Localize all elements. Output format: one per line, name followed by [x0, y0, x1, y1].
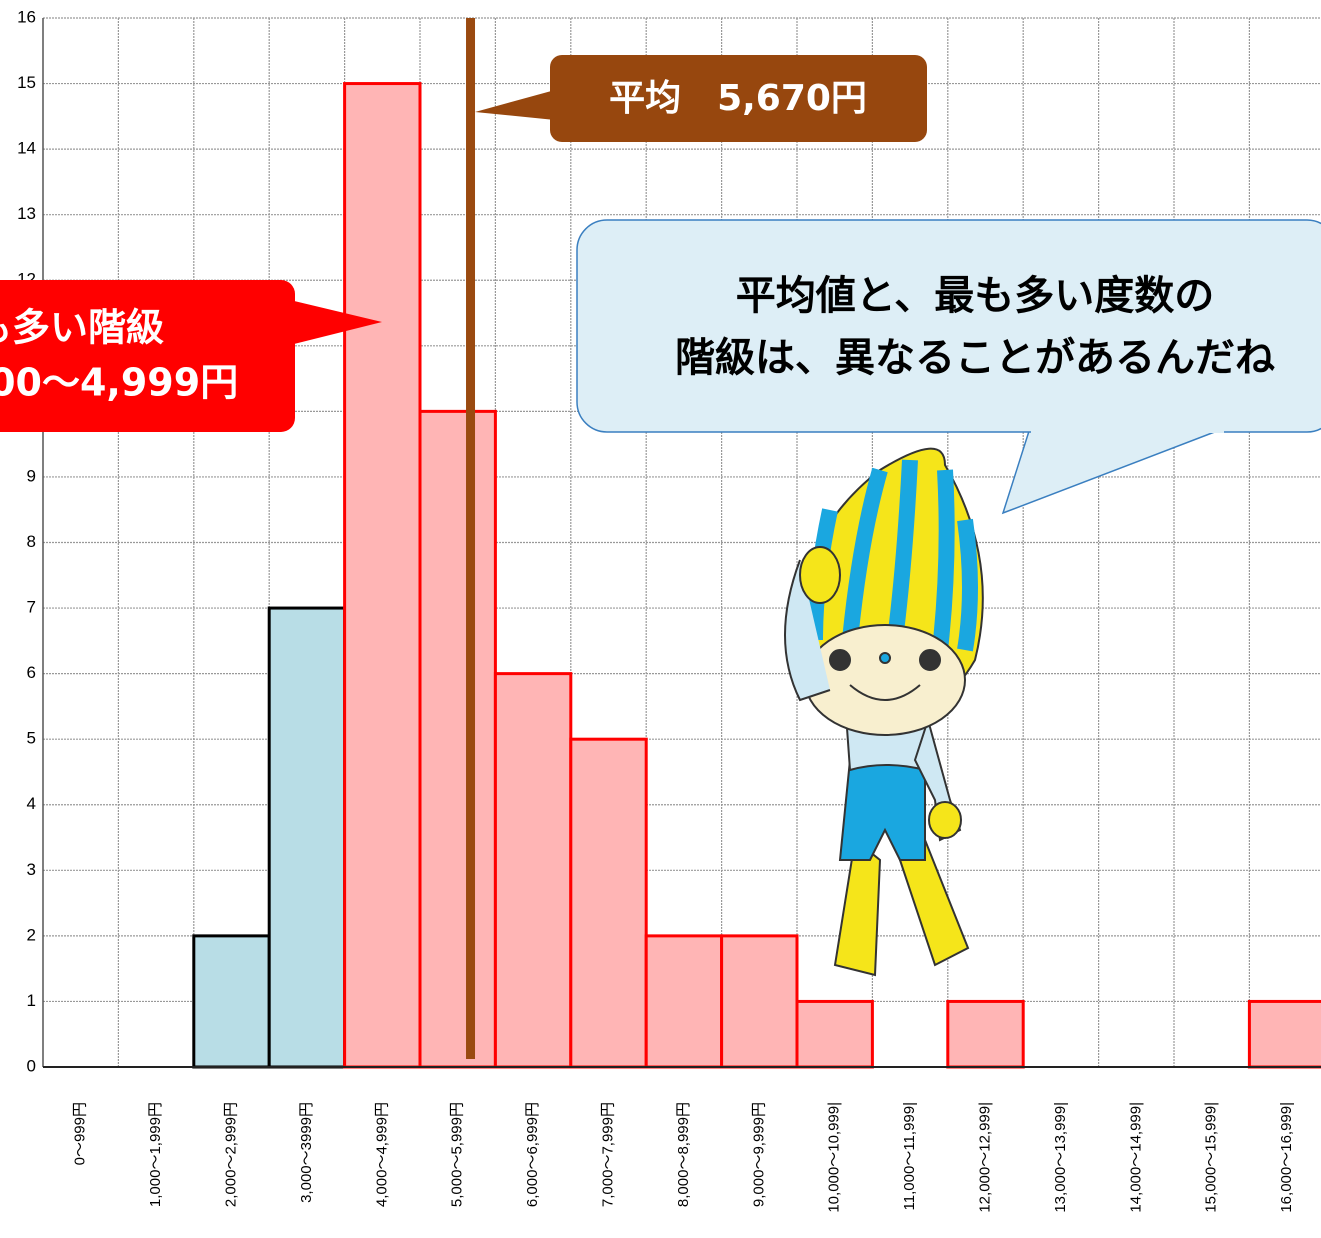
y-tick-label: 0 [27, 1056, 36, 1075]
x-tick-label: 9,000～9,999円 [750, 1102, 767, 1207]
x-tick-label: 7,000～7,999円 [599, 1102, 616, 1207]
speech-tail [1003, 428, 1225, 513]
x-tick-label: 10,000～10,999| [826, 1102, 843, 1213]
bar [1249, 1001, 1321, 1067]
bar [345, 84, 420, 1067]
x-tick-label: 3,000～3999円 [298, 1102, 315, 1203]
x-tick-label: 14,000～14,999| [1127, 1102, 1144, 1213]
y-tick-label: 2 [27, 925, 36, 944]
y-tick-label: 6 [27, 663, 36, 682]
speech-text: 階級は、異なることがあるんだね [675, 335, 1275, 381]
y-tick-label: 5 [27, 729, 36, 748]
x-tick-label: 12,000～12,999| [976, 1102, 993, 1213]
x-tick-label: 6,000～6,999円 [524, 1102, 541, 1207]
bar [722, 936, 797, 1067]
bar [571, 739, 646, 1067]
bar [420, 411, 495, 1067]
y-tick-label: 16 [17, 7, 36, 26]
mode-label: 最も多い階級 [0, 306, 164, 350]
y-tick-label: 1 [27, 991, 36, 1010]
y-tick-label: 13 [17, 204, 36, 223]
y-tick-label: 7 [27, 598, 36, 617]
x-tick-label: 1,000～1,999円 [147, 1102, 164, 1207]
speech-text: 平均値と、最も多い度数の [736, 273, 1214, 319]
x-tick-label: 13,000～13,999| [1052, 1102, 1069, 1213]
x-tick-label: 16,000～16,999| [1278, 1102, 1295, 1213]
bar [194, 936, 269, 1067]
x-tick-label: 8,000～8,999円 [675, 1102, 692, 1207]
x-tick-label: 15,000～15,999| [1203, 1102, 1220, 1213]
mascot [785, 449, 983, 975]
y-tick-label: 15 [17, 73, 36, 92]
bar [797, 1001, 872, 1067]
y-tick-label: 3 [27, 860, 36, 879]
y-tick-label: 9 [27, 466, 36, 485]
chart: 0123456789101112131415160～999円1,000～1,99… [0, 0, 1321, 1238]
x-tick-label: 5,000～5,999円 [449, 1102, 466, 1207]
page: 0123456789101112131415160～999円1,000～1,99… [0, 0, 1321, 1238]
speech-bubble [577, 220, 1321, 432]
callout-pointer [475, 90, 555, 120]
y-tick-label: 4 [27, 794, 36, 813]
bar [646, 936, 721, 1067]
mode-label: 4,000～4,999円 [0, 361, 238, 405]
y-tick-label: 14 [17, 139, 36, 158]
x-tick-label: 2,000～2,999円 [222, 1102, 239, 1207]
x-tick-label: 4,000～4,999円 [373, 1102, 390, 1207]
bar [269, 608, 344, 1067]
mean-label: 平均 5,670円 [609, 78, 867, 119]
overlay: 平均 5,670円 最も多い階級 4,000～4,999円 平均値と、最も多い度… [0, 18, 1321, 1059]
x-tick-label: 0～999円 [72, 1102, 89, 1165]
mode-callout [0, 280, 295, 432]
bar [495, 674, 570, 1067]
bar [948, 1001, 1023, 1067]
y-tick-label: 8 [27, 532, 36, 551]
x-tick-label: 11,000～11,999| [901, 1102, 918, 1210]
